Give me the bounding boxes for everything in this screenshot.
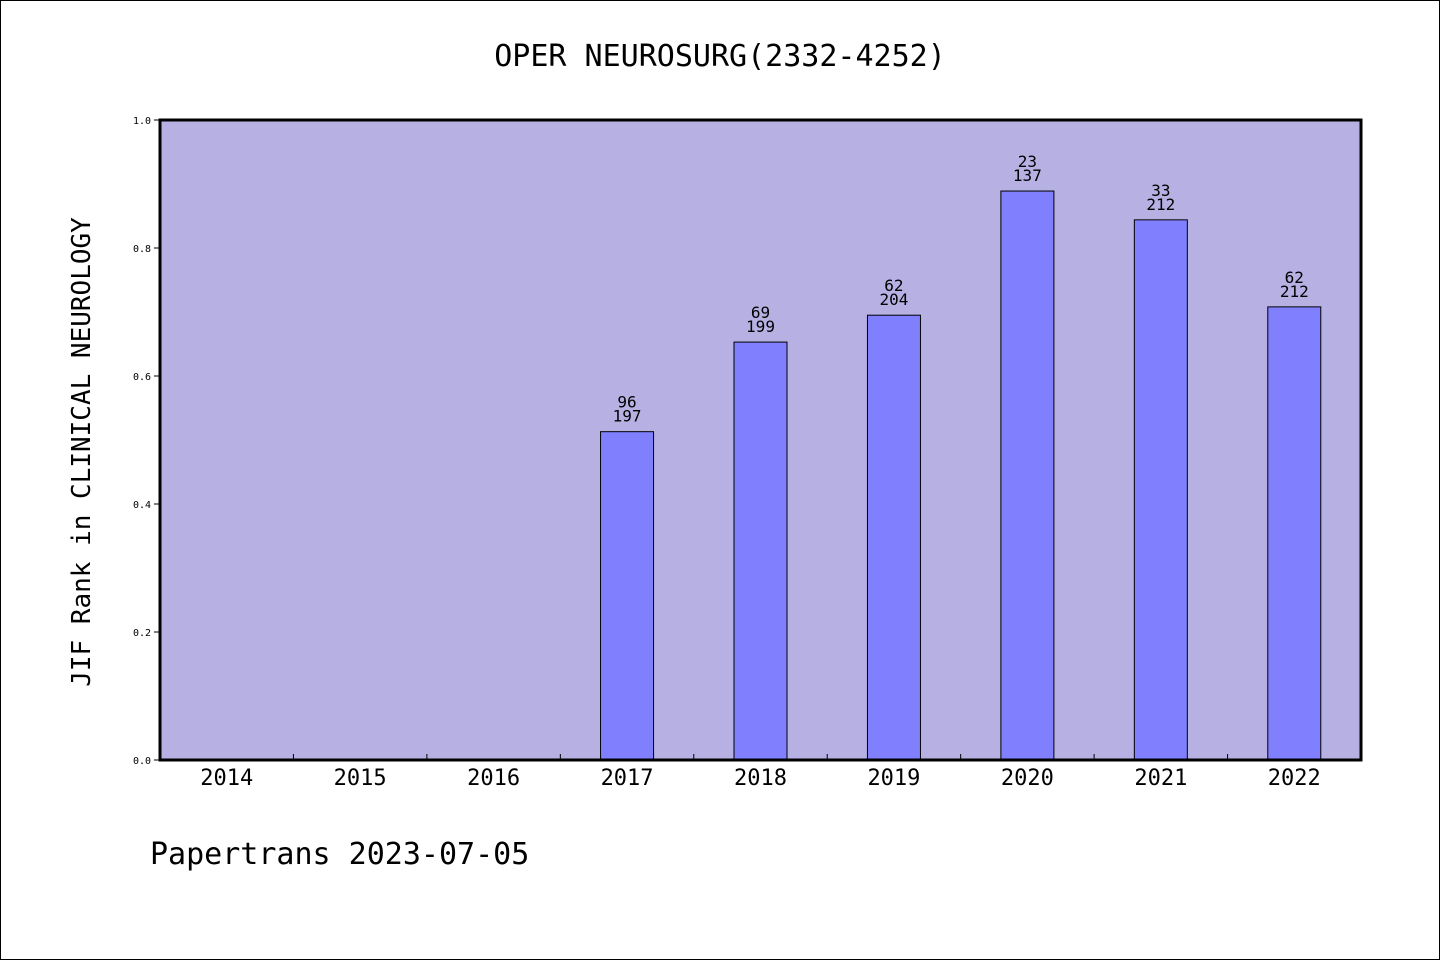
bar-label-rank: 62 xyxy=(884,276,903,295)
x-tick-label: 2020 xyxy=(1001,766,1054,791)
bar-label-rank: 69 xyxy=(751,303,770,322)
bar-label-total: 212 xyxy=(1146,195,1175,214)
x-tick-label: 2022 xyxy=(1268,766,1321,791)
x-tick-label: 2018 xyxy=(734,766,787,791)
y-tick-label: 1.0 xyxy=(133,116,151,127)
y-tick-label: 0.2 xyxy=(133,628,151,639)
bar xyxy=(1267,306,1322,761)
x-tick-label: 2019 xyxy=(867,766,920,791)
y-tick-label: 0.8 xyxy=(133,244,151,255)
bar-label-rank: 23 xyxy=(1018,152,1037,171)
chart-title: OPER NEUROSURG(2332-4252) xyxy=(494,39,946,74)
bar xyxy=(1000,190,1055,761)
plot-border xyxy=(158,118,1363,762)
x-tick-label: 2016 xyxy=(467,766,520,791)
bar-label-rank: 62 xyxy=(1285,268,1304,287)
x-tick-label: 2015 xyxy=(334,766,387,791)
bar xyxy=(733,341,788,761)
y-axis-label: JIF Rank in CLINICAL NEUROLOGY xyxy=(67,217,97,687)
y-tick-label: 0.6 xyxy=(133,372,151,383)
x-tick-label: 2014 xyxy=(200,766,253,791)
bar xyxy=(600,431,655,761)
x-tick-label: 2017 xyxy=(601,766,654,791)
bar-label-total: 204 xyxy=(879,290,908,309)
bar-label-total: 197 xyxy=(613,407,642,426)
x-tick-label: 2021 xyxy=(1134,766,1187,791)
y-tick-label: 0.4 xyxy=(133,500,151,511)
bar-label-rank: 96 xyxy=(617,393,636,412)
bar xyxy=(866,314,921,761)
bar-label-total: 137 xyxy=(1013,166,1042,185)
bar xyxy=(1133,219,1188,761)
bar-label-rank: 33 xyxy=(1151,181,1170,200)
y-tick-label: 0.0 xyxy=(133,756,151,767)
bar-label-total: 199 xyxy=(746,317,775,336)
footer-credit: Papertrans 2023-07-05 xyxy=(150,837,529,872)
bar-label-total: 212 xyxy=(1280,282,1309,301)
